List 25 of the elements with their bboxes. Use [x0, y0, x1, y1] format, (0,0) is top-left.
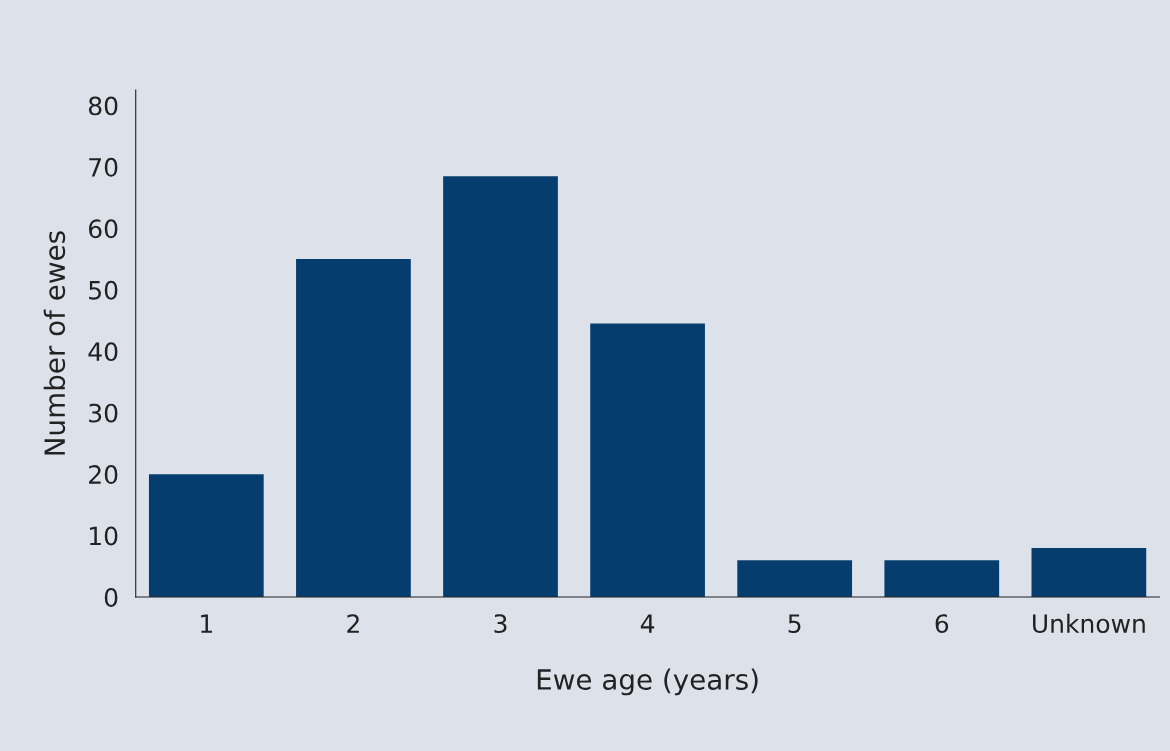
y-tick-label: 50 [89, 280, 118, 300]
y-axis-title: Number of ewes [43, 231, 66, 455]
x-axis-title: Ewe age (years) [537, 668, 758, 696]
y-tick-label: 80 [88, 96, 118, 116]
x-tick-label: 1 [201, 614, 212, 633]
y-tick-label: 30 [89, 403, 118, 423]
y-tick-label: 40 [88, 342, 118, 362]
bar [148, 474, 264, 598]
bar [296, 259, 411, 598]
bar [737, 560, 853, 598]
y-tick-label: 60 [88, 219, 118, 239]
y-tick-label: 10 [89, 526, 118, 546]
x-tick-label: 3 [494, 614, 507, 634]
x-tick-label: 6 [935, 614, 949, 634]
bar [590, 323, 705, 598]
x-tick-label: 4 [640, 614, 655, 633]
y-tick-label: 20 [89, 465, 118, 485]
x-tick-label: 5 [788, 614, 801, 634]
y-tick-label: 70 [89, 157, 118, 177]
x-tick-label: Unknown [1033, 613, 1145, 634]
bar [884, 560, 1000, 598]
x-tick-label: 2 [347, 614, 359, 633]
bar [1031, 547, 1147, 598]
bar [443, 176, 558, 598]
y-tick-label: 0 [104, 587, 118, 607]
